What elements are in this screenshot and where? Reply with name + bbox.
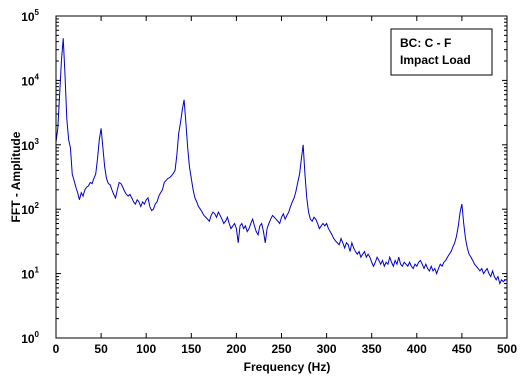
fft-amplitude-line xyxy=(55,38,507,286)
x-tick-label: 50 xyxy=(94,342,108,356)
x-axis-title: Frequency (Hz) xyxy=(244,360,331,374)
y-tick-label: 101 xyxy=(21,266,39,282)
x-tick-label: 300 xyxy=(317,342,337,356)
y-tick-label: 100 xyxy=(21,330,39,346)
x-tick-label: 200 xyxy=(226,342,246,356)
x-tick-label: 400 xyxy=(407,342,427,356)
x-tick-label: 450 xyxy=(452,342,472,356)
legend-line-load: Impact Load xyxy=(400,53,471,67)
legend-frame xyxy=(390,28,493,76)
x-tick-label: 350 xyxy=(362,342,382,356)
x-tick-label: 0 xyxy=(53,342,60,356)
x-tick-label: 500 xyxy=(497,342,517,356)
plot-frame xyxy=(55,15,508,339)
x-tick-label: 150 xyxy=(181,342,201,356)
x-tick-label: 250 xyxy=(271,342,291,356)
x-tick-label: 100 xyxy=(136,342,156,356)
y-tick-label: 105 xyxy=(21,8,39,24)
y-tick-label: 104 xyxy=(21,72,39,88)
legend-box: BC: C - F Impact Load xyxy=(390,28,493,76)
y-axis-title: FFT - Amplitude xyxy=(9,131,23,222)
y-tick-label: 102 xyxy=(21,201,39,217)
legend-line-bc: BC: C - F xyxy=(400,36,451,50)
y-tick-label: 103 xyxy=(21,137,39,153)
